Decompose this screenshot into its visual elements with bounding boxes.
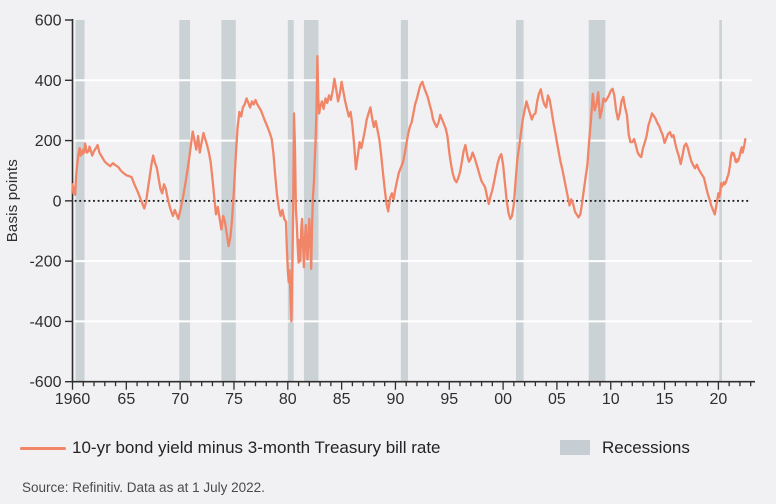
- recessions-legend-label: Recessions: [602, 438, 690, 457]
- y-axis-tick-label: 400: [35, 73, 62, 90]
- y-axis-tick-label: 0: [53, 193, 62, 210]
- recession-band: [221, 20, 236, 382]
- x-axis-tick-label: 05: [548, 391, 566, 408]
- recessions-swatch: [560, 440, 590, 455]
- x-axis-tick-label: 65: [117, 391, 135, 408]
- recession-band: [400, 20, 409, 382]
- y-axis-title-text: Basis points: [3, 159, 21, 243]
- recession-band: [179, 20, 191, 382]
- recession-band: [516, 20, 524, 382]
- y-axis-title: Basis points: [2, 20, 22, 382]
- spread-line: [71, 55, 747, 323]
- x-axis-tick-label: 1960: [55, 391, 91, 408]
- source-note: Source: Refinitiv. Data as at 1 July 202…: [22, 480, 265, 495]
- x-axis-tick-label: 75: [225, 391, 243, 408]
- x-axis-tick-label: 95: [440, 391, 458, 408]
- x-axis-tick-label: 15: [656, 391, 674, 408]
- series-line-swatch: [20, 447, 66, 450]
- x-axis-tick-label: 80: [279, 391, 297, 408]
- legend: 10-yr bond yield minus 3-month Treasury …: [0, 430, 776, 466]
- y-axis-tick-label: 200: [35, 133, 62, 150]
- x-axis-tick-label: 85: [333, 391, 351, 408]
- y-axis-tick-label: -600: [29, 374, 61, 391]
- x-axis-tick-label: 00: [494, 391, 512, 408]
- y-axis-tick-label: 600: [35, 13, 62, 30]
- x-axis-tick-label: 90: [387, 391, 405, 408]
- x-axis-tick-label: 20: [710, 391, 728, 408]
- y-axis-tick-label: -200: [29, 254, 61, 271]
- x-axis-tick-label: 10: [602, 391, 620, 408]
- series-legend-label: 10-yr bond yield minus 3-month Treasury …: [72, 438, 441, 457]
- chart-area: 600 400 200 0 -200 -400 -600 1960 65 70 75 80 85 90 95…: [2, 13, 755, 408]
- x-axis-tick-label: 70: [171, 391, 189, 408]
- y-axis-tick-label: -400: [29, 314, 61, 331]
